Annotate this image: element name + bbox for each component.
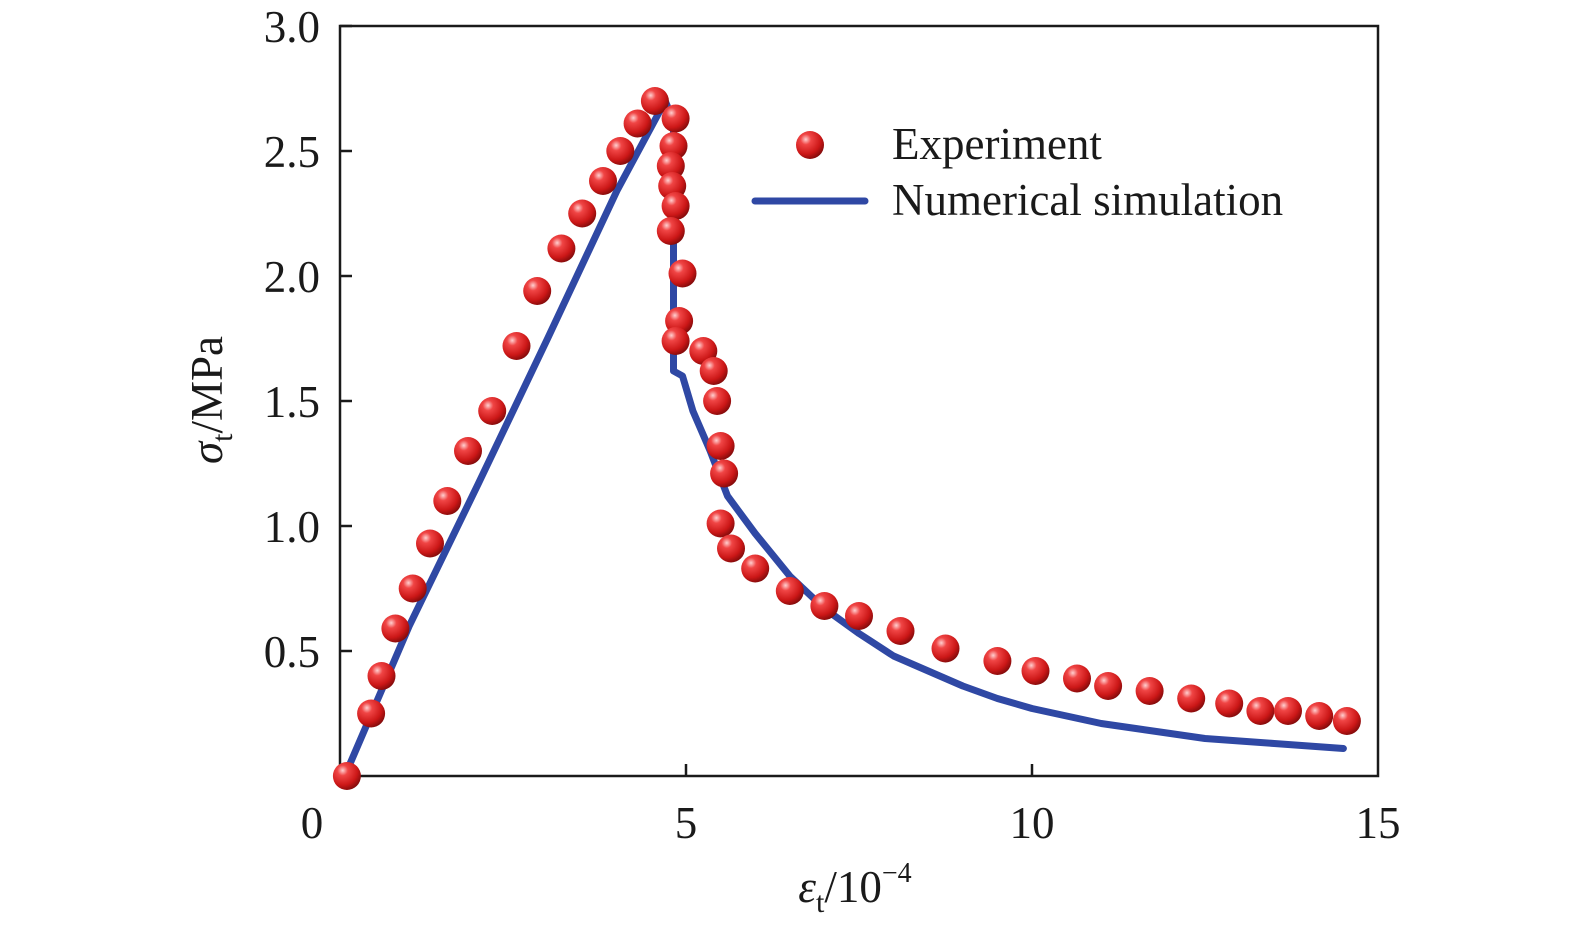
experiment-point (706, 432, 735, 460)
legend-label-numerical-simulation: Numerical simulation (892, 175, 1283, 225)
experiment-point (1177, 684, 1206, 713)
experiment-point (810, 592, 839, 620)
x-axis-title: εt/10−4 (798, 858, 911, 919)
experiment-point (886, 617, 915, 645)
experiment-point (606, 137, 635, 165)
experiment-point (656, 152, 685, 180)
experiment-point (1305, 702, 1334, 730)
y-axis-title: σt/MPa (182, 336, 239, 464)
experiment-point (845, 602, 873, 630)
experiment-point (703, 387, 732, 415)
experiment-point (717, 534, 745, 563)
y-tick-label: 3.0 (264, 2, 320, 52)
experiment-series (332, 87, 1361, 790)
experiment-point (416, 529, 444, 558)
experiment-point (1063, 664, 1091, 693)
y-tick-label: 0.5 (264, 627, 320, 677)
experiment-point (523, 277, 552, 305)
experiment-point (568, 199, 597, 228)
experiment-point (1274, 697, 1302, 725)
legend-marker-experiment (796, 131, 824, 159)
experiment-point (710, 459, 739, 488)
experiment-point (367, 662, 396, 690)
x-axis-unit: /10 (824, 862, 882, 912)
y-tick-label: 1.5 (264, 377, 320, 427)
experiment-point (661, 192, 690, 220)
legend-label-experiment: Experiment (892, 119, 1102, 169)
y-tick-label: 1.0 (264, 502, 320, 552)
experiment-point (332, 762, 361, 790)
experiment-point (454, 437, 482, 465)
experiment-point (589, 167, 617, 195)
experiment-point (502, 332, 531, 360)
experiment-point (1021, 657, 1050, 685)
x-tick-label: 10 (1010, 798, 1055, 848)
y-tick-label: 2.5 (264, 127, 320, 177)
simulation-line (343, 97, 1347, 775)
experiment-point (547, 234, 576, 263)
experiment-point (1215, 689, 1244, 718)
experiment-point (931, 634, 960, 663)
experiment-point (699, 357, 728, 385)
experiment-point (398, 574, 427, 603)
x-tick-label: 15 (1356, 798, 1401, 848)
experiment-point (656, 217, 685, 245)
x-axis-symbol: ε (798, 862, 816, 912)
experiment-point (741, 554, 770, 583)
y-tick-label: 2.0 (264, 252, 320, 302)
legend: Experiment Numerical simulation (751, 119, 1283, 225)
experiment-point (623, 109, 652, 138)
experiment-point (661, 327, 690, 355)
experiment-point (1135, 677, 1164, 705)
y-axis-symbol: σ (182, 440, 232, 464)
y-axis-unit: /MPa (182, 336, 232, 434)
x-tick-label: 0 (301, 798, 324, 848)
experiment-point (1332, 707, 1361, 735)
experiment-point (381, 614, 410, 643)
x-axis-exponent: −4 (882, 858, 912, 889)
y-axis-subscript: t (206, 433, 239, 442)
experiment-point (1246, 697, 1275, 725)
numerical-simulation-series (343, 97, 1347, 775)
experiment-point (640, 87, 669, 115)
x-axis-ticks: 0 5 10 15 (301, 764, 1401, 848)
experiment-point (706, 509, 735, 538)
experiment-point (433, 487, 462, 515)
experiment-point (668, 259, 697, 288)
experiment-point (1094, 672, 1123, 700)
x-axis-subscript: t (816, 886, 825, 919)
experiment-point (775, 577, 804, 605)
experiment-point (357, 699, 386, 728)
experiment-point (983, 647, 1012, 675)
experiment-point (661, 104, 690, 133)
x-tick-label: 5 (675, 798, 698, 848)
experiment-point (478, 397, 507, 425)
y-axis-ticks: 0.5 1.0 1.5 2.0 2.5 3.0 (264, 2, 352, 677)
